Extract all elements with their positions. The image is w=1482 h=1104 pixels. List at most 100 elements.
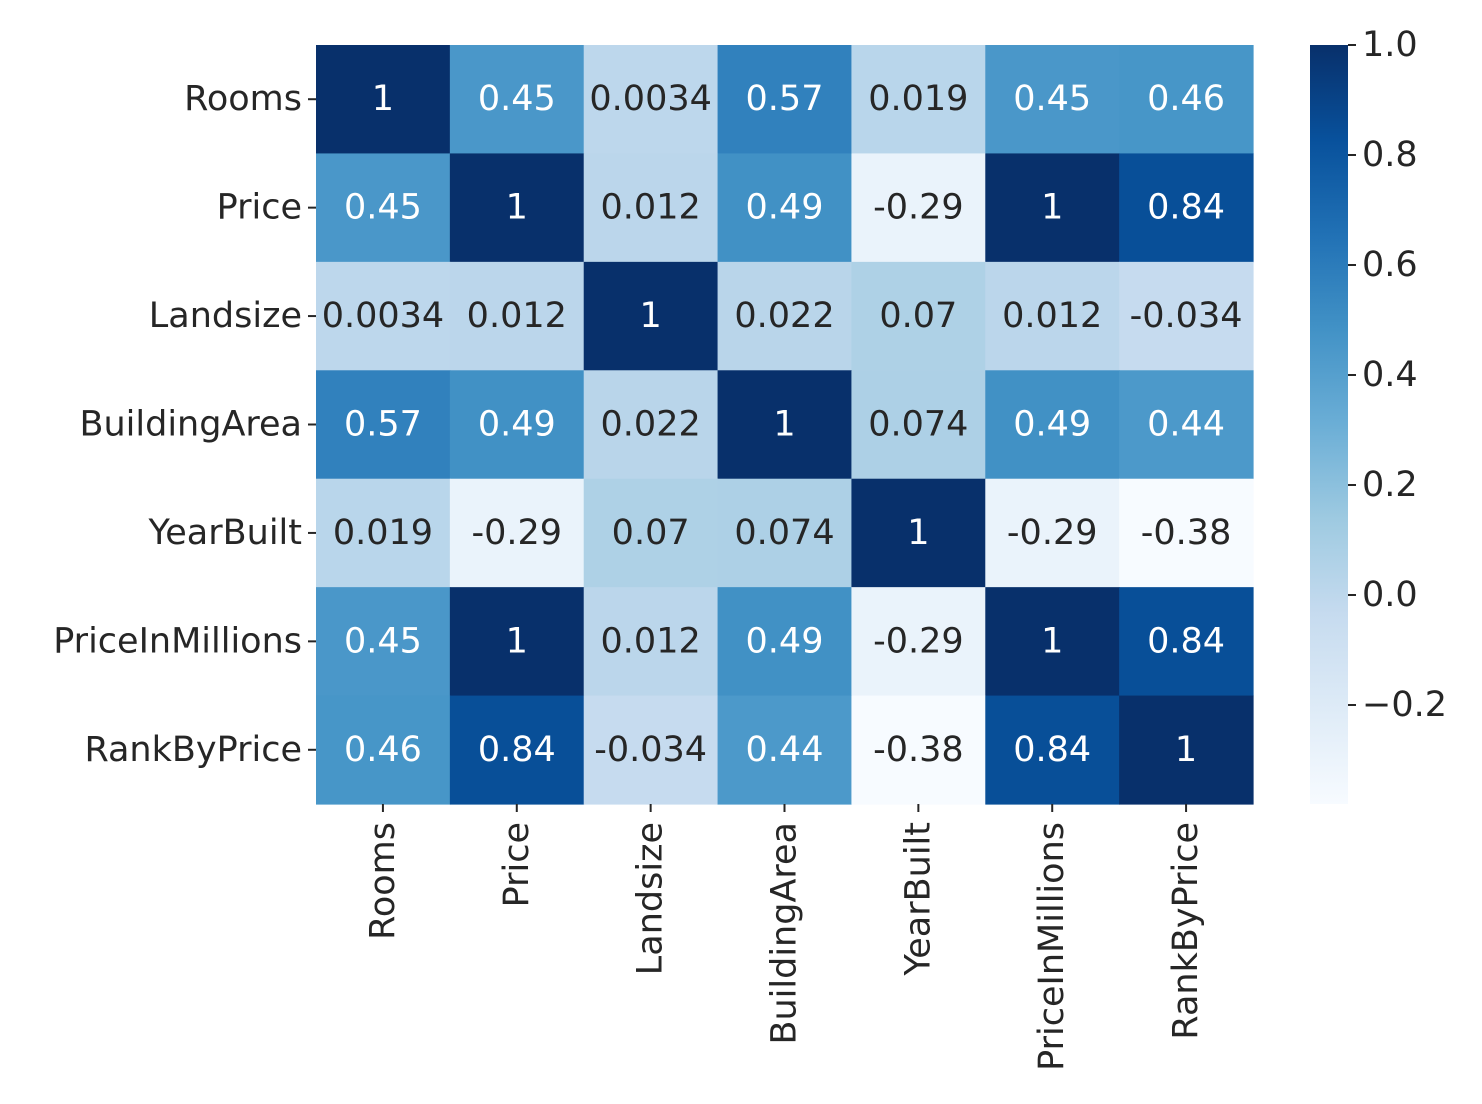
cell-value-label: -0.29 <box>472 513 563 553</box>
colorbar-tick-label: 0.6 <box>1362 245 1418 285</box>
heatmap-cell-rankbyprice-landsize <box>583 695 719 805</box>
heatmap-cell-rankbyprice-yearbuilt <box>851 695 986 805</box>
heatmap-cell-priceinmillions-buildingarea <box>717 587 853 697</box>
cell-value-label: 0.49 <box>478 405 556 445</box>
x-axis: Rooms Price Landsize BuildingArea YearBuilt P… <box>363 804 1206 1071</box>
colorbar-tick-label: 0.4 <box>1362 355 1418 395</box>
heatmap-cell-price-rooms <box>316 153 451 263</box>
cell-value-label: 0.44 <box>1147 405 1225 445</box>
heatmap-cell-landsize-price <box>449 261 585 371</box>
heatmap-cell-yearbuilt-price <box>449 478 585 588</box>
x-tick-label-rooms: Rooms <box>363 822 403 940</box>
cell-value-label: 0.84 <box>1147 188 1225 228</box>
heatmap-cell-rankbyprice-price <box>449 695 585 805</box>
cell-value-label: 0.84 <box>1147 621 1225 661</box>
heatmap-cell-priceinmillions-priceinmillions <box>985 587 1120 697</box>
y-tick-label-yearbuilt: YearBuilt <box>148 513 302 553</box>
cell-value-label: 1 <box>1175 730 1197 770</box>
cell-value-label: -0.38 <box>1141 513 1232 553</box>
heatmap-cell-rankbyprice-buildingarea <box>717 695 853 805</box>
heatmap-cell-landsize-buildingarea <box>717 261 853 371</box>
cell-value-label: 0.012 <box>601 188 701 228</box>
heatmap-cell-priceinmillions-price <box>449 587 585 697</box>
cell-value-label: 0.022 <box>601 405 701 445</box>
heatmap-cell-buildingarea-rankbyprice <box>1119 370 1254 480</box>
heatmap-cell-price-rankbyprice <box>1119 153 1254 263</box>
cell-value-label: 0.84 <box>478 730 556 770</box>
cell-value-label: 0.45 <box>344 621 422 661</box>
heatmap-cell-landsize-landsize <box>583 261 719 371</box>
heatmap-cell-rankbyprice-priceinmillions <box>985 695 1120 805</box>
cell-value-label: 0.46 <box>1147 79 1225 119</box>
y-axis: Rooms Price Landsize BuildingArea YearBuilt P… <box>53 79 316 770</box>
cell-value-label: 0.022 <box>734 296 834 336</box>
cell-value-label: 0.012 <box>1002 296 1102 336</box>
heatmap-cell-buildingarea-price <box>449 370 585 480</box>
y-tick-label-rooms: Rooms <box>184 79 302 119</box>
cell-value-label: 0.07 <box>879 296 957 336</box>
cell-value-label: -0.034 <box>1130 296 1243 336</box>
heatmap-cell-buildingarea-yearbuilt <box>851 370 986 480</box>
cell-value-label: 0.019 <box>868 79 968 119</box>
x-tick-label-landsize: Landsize <box>631 822 671 975</box>
heatmap-cell-priceinmillions-yearbuilt <box>851 587 986 697</box>
cell-value-label: 0.44 <box>746 730 824 770</box>
cell-value-label: 1 <box>506 188 528 228</box>
heatmap-cell-rankbyprice-rankbyprice <box>1119 695 1254 805</box>
cell-value-label: 0.45 <box>1013 79 1091 119</box>
x-tick-label-yearbuilt: YearBuilt <box>898 822 938 976</box>
heatmap-cell-buildingarea-landsize <box>583 370 719 480</box>
cell-value-label: 0.45 <box>344 188 422 228</box>
heatmap-cell-landsize-rooms <box>316 261 451 371</box>
cell-value-label: 1 <box>1041 188 1063 228</box>
heatmap-cell-buildingarea-buildingarea <box>717 370 853 480</box>
cell-value-label: 0.57 <box>344 405 422 445</box>
y-tick-label-landsize: Landsize <box>149 296 302 336</box>
colorbar: 1.0 0.8 0.6 0.4 0.2 0.0 −0.2 <box>1310 25 1447 804</box>
x-tick-label-buildingarea: BuildingArea <box>765 822 805 1045</box>
x-tick-label-price: Price <box>497 822 537 907</box>
heatmap-cell-price-yearbuilt <box>851 153 986 263</box>
heatmap-cell-landsize-rankbyprice <box>1119 261 1254 371</box>
heatmap-cell-rooms-priceinmillions <box>985 45 1120 155</box>
heatmap-cell-yearbuilt-rankbyprice <box>1119 478 1254 588</box>
heatmap-cell-price-price <box>449 153 585 263</box>
cell-value-label: -0.29 <box>873 188 964 228</box>
heatmap-cell-labels: 1 0.45 0.0034 0.57 0.019 0.45 0.46 0.45 1 0.012 0.… <box>322 79 1243 770</box>
cell-value-label: 1 <box>372 79 394 119</box>
x-tick-label-priceinmillions: PriceInMillions <box>1032 822 1072 1071</box>
heatmap-cell-priceinmillions-landsize <box>583 587 719 697</box>
cell-value-label: 0.07 <box>612 513 690 553</box>
y-tick-label-priceinmillions: PriceInMillions <box>53 621 302 661</box>
cell-value-label: -0.034 <box>594 730 707 770</box>
heatmap-cell-yearbuilt-priceinmillions <box>985 478 1120 588</box>
cell-value-label: 0.45 <box>478 79 556 119</box>
cell-value-label: 0.012 <box>601 621 701 661</box>
cell-value-label: 0.57 <box>746 79 824 119</box>
heatmap-cell-yearbuilt-rooms <box>316 478 451 588</box>
cell-value-label: 0.84 <box>1013 730 1091 770</box>
cell-value-label: 1 <box>773 405 795 445</box>
cell-value-label: 0.012 <box>467 296 567 336</box>
heatmap-cell-yearbuilt-yearbuilt <box>851 478 986 588</box>
colorbar-tick-label: −0.2 <box>1362 685 1447 725</box>
heatmap-cell-rooms-buildingarea <box>717 45 853 155</box>
cell-value-label: 0.49 <box>1013 405 1091 445</box>
heatmap-cell-price-priceinmillions <box>985 153 1120 263</box>
heatmap-cell-rankbyprice-rooms <box>316 695 451 805</box>
cell-value-label: -0.29 <box>873 621 964 661</box>
cell-value-label: 1 <box>506 621 528 661</box>
y-tick-label-rankbyprice: RankByPrice <box>84 730 302 770</box>
cell-value-label: 1 <box>640 296 662 336</box>
colorbar-tick-label: 0.2 <box>1362 465 1418 505</box>
heatmap-cell-landsize-yearbuilt <box>851 261 986 371</box>
heatmap-cell-buildingarea-rooms <box>316 370 451 480</box>
colorbar-tick-label: 0.0 <box>1362 575 1418 615</box>
cell-value-label: 0.0034 <box>589 79 711 119</box>
heatmap-cell-price-landsize <box>583 153 719 263</box>
heatmap-cell-rooms-rooms <box>316 45 451 155</box>
heatmap-cell-rooms-yearbuilt <box>851 45 986 155</box>
cell-value-label: 0.074 <box>734 513 834 553</box>
heatmap-cell-yearbuilt-landsize <box>583 478 719 588</box>
